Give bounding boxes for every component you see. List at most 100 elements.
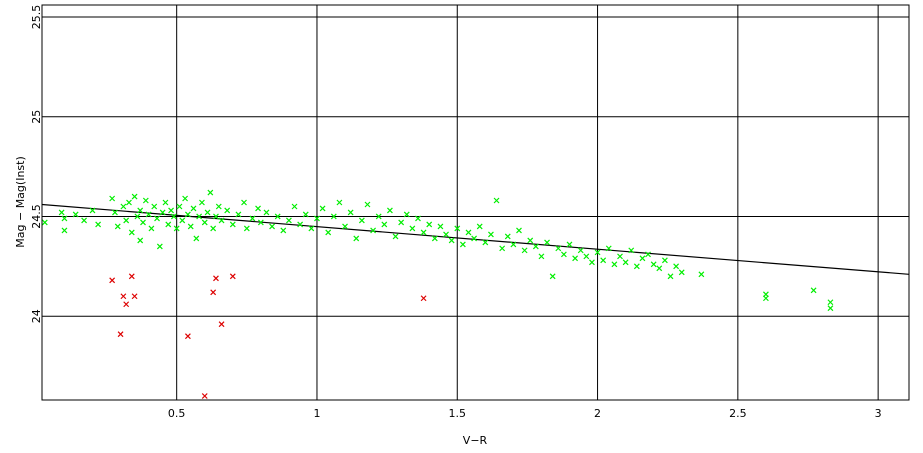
y-tick-labels: 24 24.5 25 25.5	[30, 5, 43, 323]
accepted-point	[426, 221, 433, 228]
accepted-point	[210, 225, 217, 232]
x-tick-label: 1	[313, 407, 320, 420]
accepted-point	[128, 229, 135, 236]
accepted-point	[207, 189, 214, 196]
x-tick-label: 0.5	[168, 407, 186, 420]
accepted-point	[386, 207, 393, 214]
accepted-point	[415, 215, 421, 222]
accepted-point	[645, 251, 651, 258]
accepted-point	[504, 233, 511, 240]
accepted-point	[123, 217, 130, 224]
accepted-point	[476, 223, 483, 230]
accepted-point	[145, 211, 152, 218]
accepted-point	[159, 209, 166, 216]
y-tick-label: 24	[30, 309, 43, 323]
accepted-point	[381, 221, 388, 228]
rejected-point	[123, 301, 130, 308]
accepted-point	[431, 235, 438, 242]
accepted-point	[165, 221, 172, 228]
y-tick-label: 24.5	[30, 204, 43, 229]
accepted-point	[257, 219, 264, 226]
x-axis-title: V−R	[463, 434, 488, 447]
accepted-point	[224, 207, 231, 214]
accepted-point	[199, 199, 205, 206]
grid-layer	[42, 5, 909, 400]
accepted-point	[302, 211, 309, 218]
accepted-point	[325, 229, 332, 236]
accepted-point	[330, 213, 337, 220]
accepted-point	[241, 199, 247, 206]
accepted-point	[370, 227, 377, 234]
accepted-point	[827, 299, 834, 306]
accepted-points-layer	[41, 189, 834, 312]
accepted-point	[184, 211, 191, 218]
rejected-point	[131, 293, 138, 300]
accepted-point	[120, 203, 127, 210]
accepted-point	[827, 305, 834, 312]
accepted-point	[201, 219, 208, 226]
accepted-point	[176, 203, 183, 210]
accepted-point	[499, 245, 506, 252]
accepted-point	[605, 245, 612, 252]
accepted-point	[131, 193, 138, 200]
accepted-point	[193, 235, 200, 242]
accepted-point	[61, 227, 68, 234]
accepted-point	[364, 201, 371, 208]
accepted-point	[443, 231, 449, 238]
accepted-point	[572, 255, 579, 262]
y-tick-label: 25.5	[30, 5, 43, 30]
accepted-point	[698, 271, 705, 278]
accepted-point	[215, 203, 222, 210]
accepted-point	[538, 253, 545, 260]
accepted-point	[762, 295, 769, 302]
accepted-point	[516, 227, 522, 234]
accepted-point	[628, 247, 635, 254]
accepted-point	[577, 247, 584, 254]
accepted-point	[314, 215, 320, 222]
accepted-point	[555, 245, 562, 252]
accepted-point	[126, 199, 132, 206]
accepted-point	[162, 199, 169, 206]
accepted-point	[482, 239, 489, 246]
accepted-point	[308, 225, 315, 232]
accepted-point	[319, 205, 326, 212]
rejected-point	[201, 393, 208, 399]
rejected-point	[128, 273, 135, 280]
accepted-point	[594, 249, 601, 256]
x-tick-label: 2	[594, 407, 601, 420]
accepted-point	[600, 257, 607, 264]
x-tick-labels: 0.5 1 1.5 2 2.5 3	[168, 407, 882, 420]
accepted-point	[112, 209, 118, 216]
accepted-point	[375, 213, 382, 220]
accepted-point	[114, 223, 121, 230]
accepted-point	[493, 197, 500, 204]
accepted-point	[810, 287, 817, 294]
accepted-point	[148, 225, 155, 232]
accepted-point	[583, 253, 590, 260]
accepted-point	[280, 227, 287, 234]
accepted-point	[347, 209, 354, 216]
accepted-point	[532, 243, 539, 250]
accepted-point	[420, 229, 427, 236]
accepted-point	[566, 241, 573, 248]
x-tick-label: 3	[875, 407, 882, 420]
accepted-point	[622, 259, 629, 266]
accepted-point	[471, 235, 478, 242]
accepted-point	[61, 215, 68, 222]
x-tick-label: 1.5	[449, 407, 467, 420]
accepted-point	[409, 225, 416, 232]
accepted-point	[168, 207, 174, 214]
accepted-point	[154, 215, 160, 222]
accepted-point	[213, 213, 219, 220]
accepted-point	[403, 211, 410, 218]
accepted-point	[611, 261, 618, 268]
accepted-point	[249, 215, 256, 222]
accepted-point	[269, 223, 276, 230]
accepted-point	[297, 221, 304, 228]
accepted-point	[179, 217, 186, 224]
accepted-point	[527, 237, 534, 244]
accepted-point	[510, 241, 517, 248]
accepted-point	[639, 255, 646, 262]
accepted-point	[137, 207, 144, 214]
accepted-point	[151, 203, 158, 210]
